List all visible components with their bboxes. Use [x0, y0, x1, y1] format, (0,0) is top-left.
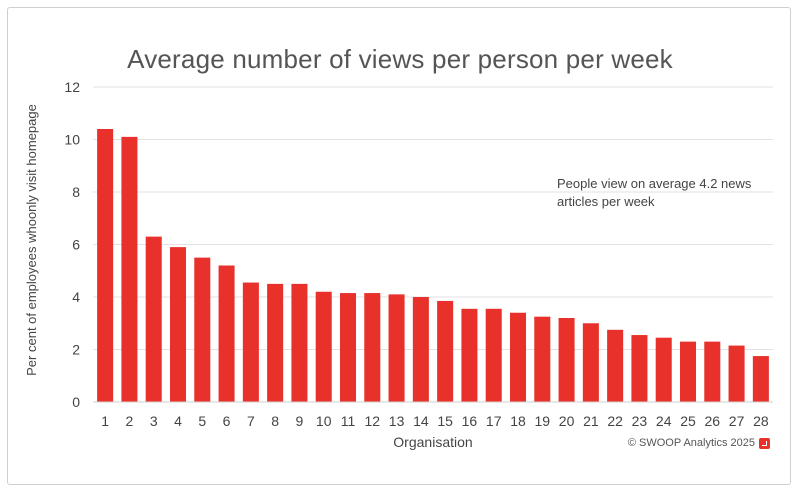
bar-2 — [121, 136, 138, 402]
bar-21 — [582, 323, 599, 402]
x-tick-label: 19 — [534, 413, 550, 429]
y-tick-label: 0 — [72, 394, 80, 410]
footer: © SWOOP Analytics 2025 — [628, 437, 770, 449]
bar-6 — [218, 265, 235, 402]
swoop-logo-icon — [759, 437, 770, 449]
bar-17 — [485, 308, 502, 402]
bar-10 — [315, 291, 332, 402]
y-tick-label: 10 — [64, 132, 80, 148]
x-tick-label: 22 — [607, 413, 623, 429]
chart-title: Average number of views per person per w… — [127, 44, 673, 74]
y-tick-label: 12 — [64, 79, 80, 95]
x-tick-label: 26 — [704, 413, 720, 429]
annotation-text: People view on average 4.2 news articles … — [557, 176, 752, 209]
y-tick-label: 8 — [72, 184, 80, 200]
bar-3 — [145, 236, 162, 402]
x-tick-label: 3 — [150, 413, 158, 429]
x-tick-label: 5 — [198, 413, 206, 429]
y-axis-label: Per cent of employees whoonly visit home… — [24, 104, 39, 376]
bar-18 — [509, 312, 527, 402]
y-tick-label: 4 — [72, 289, 80, 305]
x-tick-label: 23 — [632, 413, 648, 429]
bar-16 — [461, 308, 478, 402]
x-tick-label: 8 — [271, 413, 279, 429]
x-tick-label: 6 — [223, 413, 231, 429]
bar-25 — [679, 341, 697, 402]
bar-20 — [558, 318, 575, 402]
y-tick-label: 6 — [72, 237, 80, 253]
bars — [97, 129, 769, 402]
bar-12 — [364, 293, 381, 402]
x-tick-label: 21 — [583, 413, 599, 429]
bar-22 — [607, 329, 624, 402]
bar-1 — [97, 129, 114, 402]
bar-27 — [728, 345, 745, 402]
bar-26 — [704, 341, 721, 402]
bar-11 — [339, 293, 357, 402]
x-tick-label: 1 — [101, 413, 109, 429]
x-axis-label: Organisation — [393, 434, 472, 450]
x-tick-label: 24 — [656, 413, 672, 429]
bar-4 — [169, 247, 187, 402]
bar-9 — [291, 283, 308, 402]
bar-7 — [242, 282, 259, 402]
bar-15 — [437, 300, 454, 402]
x-tick-label: 13 — [389, 413, 405, 429]
x-tick-label: 12 — [364, 413, 380, 429]
bar-23 — [631, 335, 648, 402]
x-tick-label: 14 — [413, 413, 429, 429]
y-tick-labels: 0 2 4 6 8 10 12 — [64, 79, 80, 410]
x-tick-label: 28 — [753, 413, 769, 429]
x-tick-label: 15 — [437, 413, 453, 429]
bar-8 — [267, 283, 284, 402]
x-tick-label: 18 — [510, 413, 526, 429]
bar-19 — [534, 316, 551, 402]
copyright-text: © SWOOP Analytics 2025 — [627, 437, 755, 449]
bar-14 — [412, 297, 429, 402]
x-tick-label: 20 — [559, 413, 575, 429]
x-tick-labels: 1 2 3 4 5 6 7 8 9 10 11 12 13 14 15 16 17 18 19 20 21 22 23 24 2… — [101, 413, 769, 429]
x-tick-label: 11 — [341, 413, 356, 429]
x-tick-label: 10 — [316, 413, 332, 429]
x-tick-label: 7 — [247, 413, 255, 429]
x-tick-label: 9 — [296, 413, 304, 429]
x-tick-label: 17 — [486, 413, 502, 429]
x-tick-label: 2 — [126, 413, 134, 429]
y-tick-label: 2 — [72, 342, 80, 358]
x-tick-label: 27 — [729, 413, 745, 429]
x-tick-label: 4 — [174, 413, 182, 429]
x-tick-label: 25 — [680, 413, 696, 429]
bar-28 — [752, 356, 769, 402]
bar-5 — [194, 257, 211, 402]
x-tick-label: 16 — [462, 413, 478, 429]
bar-24 — [655, 337, 672, 402]
bar-13 — [388, 294, 405, 402]
